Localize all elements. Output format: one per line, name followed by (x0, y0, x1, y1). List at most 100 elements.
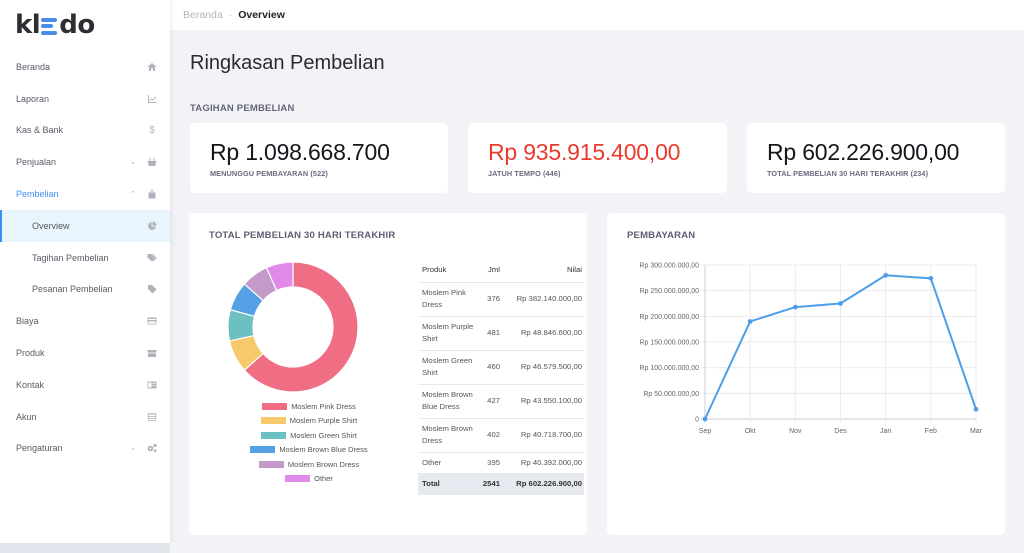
table-row: Moslem Purple Shirt 481 Rp 48.846.600,00 (418, 316, 584, 351)
table-row: Other 395 Rp 40.392.000,00 (418, 452, 584, 474)
breadcrumb-current: Overview (238, 9, 285, 21)
stat-label: MENUNGGU PEMBAYARAN (522) (210, 169, 328, 178)
sidebar-item-akun[interactable]: Akun (0, 401, 170, 433)
pie-icon (147, 221, 157, 231)
payments-line-chart[interactable]: 0 Rp 50.000.000,00 Rp 100.000.000,00 Rp 150… (607, 213, 1005, 535)
credit-card-icon (147, 316, 157, 326)
stat-value: Rp 935.915.400,00 (488, 139, 681, 165)
legend-label: Moslem Pink Dress (291, 401, 356, 411)
data-point[interactable] (973, 406, 979, 412)
sidebar-item-tagihan-pembelian[interactable]: Tagihan Pembelian (0, 242, 170, 274)
data-point[interactable] (928, 275, 934, 281)
cell-nilai: Rp 40.718.700,00 (504, 418, 584, 453)
donut-legend: Moslem Pink Dress Moslem Purple Shirt Mosl… (209, 399, 409, 486)
section-label-tagihan: TAGIHAN PEMBELIAN (190, 103, 295, 114)
tag-icon (147, 284, 157, 294)
logo-text-left: kl (15, 10, 41, 40)
cell-jml: 460 (476, 350, 504, 385)
sidebar-item-label: Biaya (16, 316, 39, 327)
x-axis-tick-label: Feb (925, 428, 937, 435)
stat-card-menunggu-pembayaran[interactable]: Rp 1.098.668.700 MENUNGGU PEMBAYARAN (52… (190, 123, 448, 193)
cell-nilai: Rp 382.140.000,00 (504, 282, 584, 317)
contact-card-icon (147, 380, 157, 390)
tags-icon (147, 253, 157, 263)
legend-item[interactable]: Moslem Pink Dress (209, 399, 409, 414)
donut-segment[interactable] (243, 261, 359, 393)
table-row: Moslem Pink Dress 376 Rp 382.140.000,00 (418, 282, 584, 317)
sidebar-item-label: Penjualan (16, 157, 57, 168)
legend-swatch (250, 446, 276, 454)
cell-produk: Moslem Purple Shirt (418, 316, 476, 351)
data-point[interactable] (747, 319, 753, 324)
sidebar-item-pesanan-pembelian[interactable]: Pesanan Pembelian (0, 274, 170, 306)
y-axis-tick-label: Rp 150.000.000,00 (639, 340, 699, 347)
data-point[interactable] (792, 304, 798, 310)
purchases-donut-chart[interactable] (225, 259, 361, 395)
sidebar-item-laporan[interactable]: Laporan (0, 83, 170, 115)
legend-label: Moslem Green Shirt (290, 430, 357, 440)
sidebar-item-label: Laporan (16, 93, 50, 104)
cell-jml: 376 (476, 282, 504, 317)
sidebar-item-pembelian[interactable]: Pembelian ⌃ (0, 178, 170, 210)
sidebar-item-label: Beranda (16, 61, 51, 72)
legend-swatch (261, 431, 287, 439)
stat-value: Rp 1.098.668.700 (210, 139, 390, 165)
cell-total-jml: 2541 (476, 473, 504, 495)
breadcrumb-beranda-link[interactable]: Beranda (183, 9, 223, 21)
data-point[interactable] (838, 301, 843, 306)
data-point[interactable] (702, 416, 708, 422)
cell-produk: Moslem Green Shirt (418, 350, 476, 385)
table-row: Moslem Brown Dress 402 Rp 40.718.700,00 (418, 418, 584, 453)
list-icon (147, 412, 157, 422)
chevron-up-icon[interactable]: ⌃ (130, 191, 136, 199)
sidebar-item-kas-bank[interactable]: Kas & Bank $ (0, 115, 170, 147)
legend-item[interactable]: Moslem Brown Blue Dress (209, 443, 409, 458)
cell-nilai: Rp 46.579.500,00 (504, 350, 584, 385)
legend-label: Moslem Brown Dress (287, 459, 360, 469)
breadcrumb-separator: · (228, 9, 233, 21)
x-axis-tick-label: Sep (699, 428, 712, 435)
logo-text-right: do (59, 10, 95, 40)
logo-e-mark-icon (41, 17, 58, 35)
box-icon (147, 348, 157, 358)
data-point[interactable] (883, 272, 889, 278)
home-icon (147, 62, 157, 72)
sidebar-item-label: Produk (16, 348, 45, 359)
chevron-down-icon[interactable]: ⌄ (130, 159, 136, 167)
chevron-down-icon[interactable]: ⌄ (130, 445, 136, 453)
legend-swatch (258, 460, 284, 468)
legend-item[interactable]: Moslem Brown Dress (209, 457, 409, 472)
sidebar-item-label: Pengaturan (16, 443, 63, 454)
y-axis-tick-label: Rp 100.000.000,00 (639, 365, 699, 372)
table-total-row: Total 2541 Rp 602.226.900,00 (418, 473, 584, 495)
legend-item[interactable]: Moslem Purple Shirt (209, 414, 409, 429)
stat-card-total-30-hari[interactable]: Rp 602.226.900,00 TOTAL PEMBELIAN 30 HAR… (747, 123, 1005, 193)
stat-card-jatuh-tempo[interactable]: Rp 935.915.400,00 JATUH TEMPO (446) (468, 123, 727, 193)
bag-icon (147, 189, 157, 199)
legend-label: Moslem Purple Shirt (289, 416, 358, 426)
stat-label: JATUH TEMPO (446) (488, 169, 561, 178)
purchases-30-days-panel: TOTAL PEMBELIAN 30 HARI TERAKHIR Moslem … (189, 213, 587, 535)
x-axis-tick-label: Mar (970, 428, 983, 435)
sidebar-item-biaya[interactable]: Biaya (0, 305, 170, 337)
column-header-nilai: Nilai (504, 257, 584, 283)
column-header-produk: Produk (418, 257, 476, 283)
sidebar-item-penjualan[interactable]: Penjualan ⌄ (0, 146, 170, 178)
donut-segment[interactable] (265, 261, 294, 292)
stat-value: Rp 602.226.900,00 (767, 139, 960, 165)
sidebar-item-overview[interactable]: Overview (0, 209, 170, 242)
sidebar-item-beranda[interactable]: Beranda (0, 51, 170, 83)
sidebar-item-produk[interactable]: Produk (0, 337, 170, 369)
y-axis-tick-label: 0 (695, 417, 699, 424)
kledo-logo[interactable]: kl do (15, 10, 95, 40)
cell-produk: Other (418, 452, 476, 474)
breadcrumb: Beranda · Overview (170, 0, 1024, 30)
cell-total-nilai: Rp 602.226.900,00 (504, 473, 584, 495)
legend-item[interactable]: Moslem Green Shirt (209, 428, 409, 443)
legend-swatch (262, 402, 288, 410)
legend-item[interactable]: Other (209, 472, 409, 487)
sidebar-item-pengaturan[interactable]: Pengaturan ⌄ (0, 433, 170, 465)
cell-produk: Moslem Brown Blue Dress (418, 384, 476, 419)
cell-nilai: Rp 48.846.600,00 (504, 316, 584, 351)
sidebar-item-kontak[interactable]: Kontak (0, 369, 170, 401)
